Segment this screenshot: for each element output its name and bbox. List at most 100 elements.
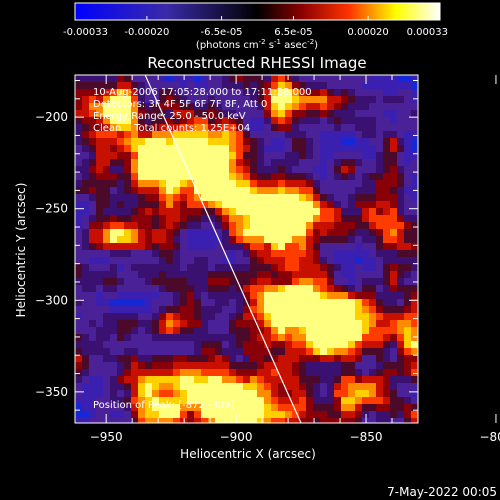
heatmap-cell	[334, 75, 342, 83]
heatmap-cell	[152, 404, 160, 412]
heatmap-cell	[222, 89, 230, 97]
heatmap-cell	[292, 166, 300, 174]
heatmap-cell	[180, 138, 188, 146]
heatmap-cell	[131, 117, 139, 125]
heatmap-cell	[369, 285, 377, 293]
heatmap-cell	[404, 96, 412, 104]
x-tick-label: −850	[350, 430, 383, 444]
heatmap-cell	[145, 180, 153, 188]
heatmap-cell	[215, 138, 223, 146]
heatmap-cell	[383, 82, 391, 90]
heatmap-cell	[194, 348, 202, 356]
heatmap-cell	[369, 334, 377, 342]
heatmap-cell	[110, 327, 118, 335]
heatmap-cell	[250, 222, 258, 230]
heatmap-cell	[390, 229, 398, 237]
heatmap-cell	[383, 243, 391, 251]
heatmap-cell	[236, 348, 244, 356]
heatmap-cell	[229, 194, 237, 202]
heatmap-cell	[306, 285, 314, 293]
heatmap-cell	[376, 292, 384, 300]
heatmap-cell	[117, 222, 125, 230]
heatmap-cell	[166, 376, 174, 384]
heatmap-cell	[348, 131, 356, 139]
heatmap-cell	[341, 243, 349, 251]
heatmap-cell	[117, 278, 125, 286]
heatmap-cell	[292, 404, 300, 412]
heatmap-cell	[271, 397, 279, 405]
heatmap-cell	[82, 355, 90, 363]
heatmap-cell	[376, 341, 384, 349]
heatmap-cell	[278, 173, 286, 181]
heatmap-cell	[236, 82, 244, 90]
heatmap-cell	[278, 334, 286, 342]
heatmap-cell	[320, 89, 328, 97]
heatmap-cell	[292, 397, 300, 405]
heatmap-cell	[208, 215, 216, 223]
heatmap-cell	[250, 306, 258, 314]
heatmap-cell	[89, 334, 97, 342]
heatmap-cell	[229, 348, 237, 356]
heatmap-cell	[215, 82, 223, 90]
heatmap-cell	[390, 376, 398, 384]
heatmap-cell	[362, 362, 370, 370]
heatmap-cell	[306, 341, 314, 349]
heatmap-cell	[159, 390, 167, 398]
heatmap-cell	[341, 103, 349, 111]
heatmap-cell	[390, 215, 398, 223]
heatmap-cell	[306, 334, 314, 342]
heatmap-cell	[271, 131, 279, 139]
heatmap-cell	[264, 369, 272, 377]
heatmap-cell	[208, 250, 216, 258]
heatmap-cell	[110, 89, 118, 97]
heatmap-cell	[145, 264, 153, 272]
heatmap-cell	[257, 208, 265, 216]
heatmap-cell	[397, 271, 405, 279]
heatmap-cell	[327, 313, 335, 321]
heatmap-cell	[96, 103, 104, 111]
heatmap-cell	[229, 236, 237, 244]
heatmap-cell	[292, 313, 300, 321]
heatmap-cell	[117, 82, 125, 90]
heatmap-cell	[215, 313, 223, 321]
heatmap-cell	[215, 222, 223, 230]
heatmap-cell	[236, 257, 244, 265]
heatmap-cell	[348, 222, 356, 230]
heatmap-cell	[383, 166, 391, 174]
heatmap-cell	[201, 145, 209, 153]
heatmap-cell	[306, 145, 314, 153]
heatmap-cell	[306, 117, 314, 125]
heatmap-cell	[376, 264, 384, 272]
heatmap-cell	[369, 166, 377, 174]
heatmap-cell	[306, 180, 314, 188]
x-tick-label: −800	[479, 430, 500, 444]
heatmap-cell	[201, 278, 209, 286]
heatmap-cell	[145, 348, 153, 356]
heatmap-cell	[82, 124, 90, 132]
heatmap-cell	[299, 187, 307, 195]
heatmap-cell	[299, 355, 307, 363]
heatmap-cell	[257, 299, 265, 307]
heatmap-cell	[208, 341, 216, 349]
heatmap-cell	[257, 117, 265, 125]
heatmap-cell	[159, 243, 167, 251]
heatmap-cell	[229, 82, 237, 90]
heatmap-cell	[243, 264, 251, 272]
heatmap-cell	[250, 376, 258, 384]
heatmap-cell	[215, 173, 223, 181]
heatmap-cell	[348, 110, 356, 118]
heatmap-cell	[334, 369, 342, 377]
heatmap-cell	[110, 362, 118, 370]
heatmap-cell	[250, 369, 258, 377]
heatmap-cell	[215, 320, 223, 328]
heatmap-cell	[320, 313, 328, 321]
heatmap-cell	[264, 243, 272, 251]
heatmap-cell	[173, 390, 181, 398]
heatmap-cell	[411, 131, 418, 139]
heatmap-cell	[243, 404, 251, 412]
heatmap-cell	[327, 110, 335, 118]
heatmap-cell	[264, 145, 272, 153]
heatmap-cell	[201, 264, 209, 272]
heatmap-cell	[236, 173, 244, 181]
heatmap-cell	[306, 201, 314, 209]
